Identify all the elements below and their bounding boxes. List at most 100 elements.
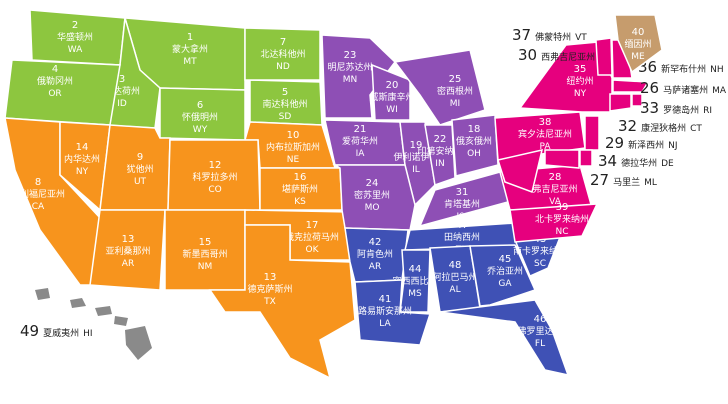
state-abbr: LA bbox=[379, 319, 391, 329]
state-name: 佛蒙特州 bbox=[535, 31, 571, 43]
state-label: 25 密西根州 MI bbox=[437, 74, 473, 109]
state bbox=[612, 79, 650, 93]
state-abbr: MS bbox=[408, 289, 422, 299]
state-number: 42 bbox=[369, 237, 382, 248]
state-abbr: NY bbox=[574, 89, 587, 99]
state-number: 41 bbox=[379, 294, 392, 305]
state-name: 明尼苏达州 bbox=[327, 61, 372, 73]
state-abbr: NM bbox=[198, 262, 213, 272]
state-label: 41 路易斯安那州 LA bbox=[358, 294, 412, 329]
state-abbr: CO bbox=[208, 185, 221, 195]
state-abbr: VT bbox=[575, 33, 587, 43]
state-label: 14 内华达州 NY bbox=[64, 142, 100, 177]
state-number: 46 bbox=[534, 314, 547, 325]
state bbox=[321, 34, 397, 119]
state bbox=[614, 14, 663, 74]
state-label: 39 北卡罗来纳州 NC bbox=[535, 202, 589, 237]
state-label: 24 密苏里州 MO bbox=[354, 178, 390, 213]
state-abbr: WY bbox=[193, 125, 208, 135]
state bbox=[244, 27, 321, 81]
state bbox=[631, 93, 643, 107]
state-label: 27 马里兰 ML bbox=[590, 171, 657, 189]
state-abbr: WA bbox=[68, 45, 83, 55]
state-number: 1 bbox=[187, 32, 193, 43]
state bbox=[4, 59, 121, 126]
state-number: 37 bbox=[512, 26, 531, 44]
state-label: 34 德拉华州 DE bbox=[598, 152, 674, 170]
state-number: 17 bbox=[306, 220, 319, 231]
state-abbr: ME bbox=[631, 52, 645, 62]
state-abbr: FL bbox=[535, 339, 545, 349]
state-number: 12 bbox=[209, 160, 222, 171]
state-name: 加利福尼亚州 bbox=[11, 188, 65, 200]
state-number: 16 bbox=[294, 172, 307, 183]
state-label: 13 德克萨斯州 TX bbox=[247, 272, 292, 307]
state-label: 7 北达科他州 ND bbox=[260, 37, 305, 72]
state-number: 22 bbox=[434, 134, 447, 145]
state-name: 科罗拉多州 bbox=[192, 171, 237, 183]
state-abbr: WI bbox=[386, 105, 398, 115]
state-label: 6 怀俄明州 WY bbox=[182, 100, 218, 135]
state-name: 俄克拉荷马州 bbox=[285, 231, 339, 243]
state-number: 49 bbox=[20, 322, 39, 340]
state-label: 37 佛蒙特州 VT bbox=[512, 26, 587, 44]
state-name: 缅因州 bbox=[624, 38, 651, 50]
state-abbr: MO bbox=[365, 203, 380, 213]
state-name: 德拉华州 bbox=[621, 157, 657, 169]
state-name: 亚利桑那州 bbox=[105, 245, 150, 257]
state-abbr: RI bbox=[703, 106, 712, 116]
state-number: 8 bbox=[35, 177, 41, 188]
state-name: 马里兰 bbox=[613, 176, 640, 188]
state-number: 23 bbox=[344, 50, 357, 61]
state-number: 29 bbox=[605, 134, 624, 152]
state-number: 7 bbox=[280, 37, 286, 48]
state-number: 48 bbox=[449, 260, 462, 271]
state-label: 15 新墨西哥州 NM bbox=[182, 237, 227, 272]
state bbox=[579, 149, 593, 167]
state-name: 爱荷华州 bbox=[342, 135, 378, 147]
state-label: 29 新泽西州 NJ bbox=[605, 134, 678, 152]
state-label: 21 爱荷华州 IA bbox=[342, 124, 378, 159]
state-number: 15 bbox=[199, 237, 212, 248]
island bbox=[125, 326, 152, 360]
state-name: 华盛顿州 bbox=[57, 31, 93, 43]
island bbox=[95, 306, 112, 316]
state-name: 南达科他州 bbox=[262, 98, 307, 110]
state-name: 西弗吉尼亚州 bbox=[541, 51, 595, 63]
state-label: 31 肯塔基州 KY bbox=[444, 187, 480, 222]
state-name: 堪萨斯州 bbox=[282, 183, 318, 195]
state-label: 40 缅因州 ME bbox=[624, 27, 651, 62]
state-name: 阿肯色州 bbox=[357, 248, 393, 260]
state-number: 30 bbox=[518, 46, 537, 64]
state-number: 40 bbox=[632, 27, 645, 38]
state-abbr: AR bbox=[122, 259, 134, 269]
state-name: 夏威夷州 bbox=[43, 327, 79, 339]
island bbox=[35, 288, 50, 300]
state-name: 纽约州 bbox=[566, 75, 593, 87]
state-abbr: NE bbox=[287, 155, 300, 165]
state-number: 28 bbox=[549, 172, 562, 183]
state-name: 新泽西州 bbox=[628, 139, 664, 151]
state-label: 45 乔治亚州 GA bbox=[487, 254, 523, 289]
state-number: 26 bbox=[640, 79, 659, 97]
state-number: 38 bbox=[539, 117, 552, 128]
state-name: 马萨诸塞州 bbox=[663, 84, 708, 96]
state-number: 21 bbox=[354, 124, 367, 135]
state-abbr: NY bbox=[76, 167, 89, 177]
state-abbr: IA bbox=[356, 149, 366, 159]
state-abbr: MI bbox=[450, 99, 460, 109]
state-name: 田纳西州 bbox=[444, 231, 480, 243]
state-abbr: DE bbox=[661, 159, 674, 169]
state-number: 44 bbox=[409, 264, 422, 275]
state-abbr: IL bbox=[412, 165, 420, 175]
state-label: 18 俄亥俄州 OH bbox=[456, 124, 492, 159]
state-number: 35 bbox=[574, 64, 587, 75]
state-abbr: NC bbox=[555, 227, 568, 237]
state-number: 18 bbox=[468, 124, 481, 135]
state-abbr: KS bbox=[294, 197, 306, 207]
state-label: 49 夏威夷州 HI bbox=[20, 322, 93, 340]
state-abbr: SD bbox=[279, 112, 292, 122]
state-abbr: UT bbox=[134, 177, 147, 187]
state-label: 46 佛罗里达州 FL bbox=[517, 314, 562, 349]
state-abbr: PA bbox=[539, 142, 551, 152]
